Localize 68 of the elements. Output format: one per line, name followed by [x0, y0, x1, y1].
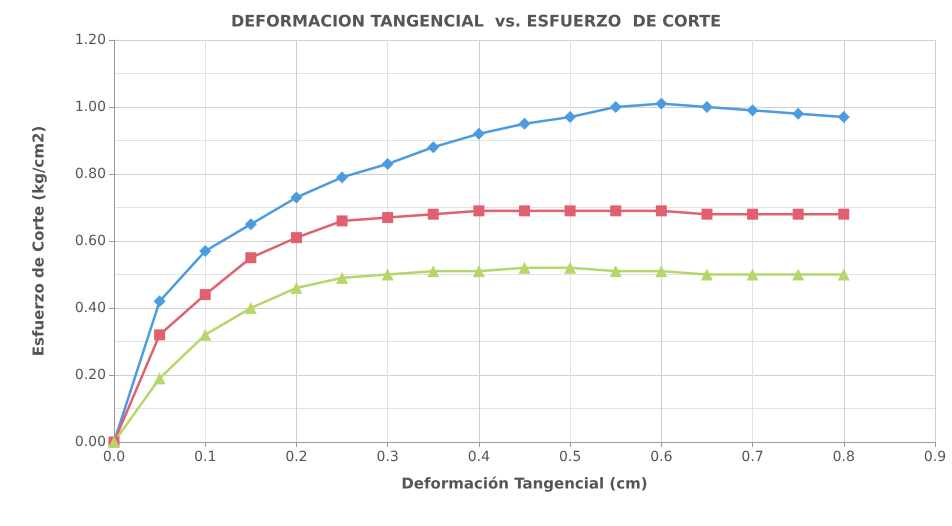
y-tick-label: 0.20: [74, 367, 106, 383]
chart-title: DEFORMACION TANGENCIAL vs. ESFUERZO DE CORTE: [230, 12, 722, 30]
point: [564, 111, 576, 124]
y-tick-label: 1.00: [74, 99, 106, 115]
point: [427, 265, 440, 278]
y-tick-label: 0.00: [74, 434, 106, 450]
point: [655, 98, 668, 110]
point: [428, 208, 439, 220]
y-tick-label: 0.80: [74, 166, 106, 182]
point: [701, 208, 712, 220]
point: [290, 282, 302, 294]
point: [518, 118, 530, 130]
point: [245, 252, 256, 264]
x-tick-label: 0.5: [558, 449, 582, 465]
point: [838, 268, 850, 280]
y-tick-label: 1.20: [74, 32, 106, 48]
point: [792, 108, 804, 120]
point: [154, 372, 166, 384]
point: [290, 232, 302, 244]
point: [792, 208, 804, 220]
point: [336, 215, 348, 226]
x-tick-label: 0.1: [194, 449, 216, 465]
x-tick-label: 0.8: [832, 449, 855, 465]
y-tick-label: 0.60: [74, 233, 106, 249]
point: [519, 205, 530, 216]
x-tick-label: 0.6: [650, 449, 673, 465]
x-tick-label: 0.9: [924, 449, 946, 465]
point: [746, 104, 759, 116]
point: [154, 329, 166, 340]
point: [472, 128, 485, 140]
point: [610, 265, 622, 278]
point: [655, 265, 668, 278]
point: [200, 289, 211, 300]
point: [244, 302, 257, 314]
point: [700, 268, 713, 280]
point: [610, 101, 622, 113]
point: [564, 262, 576, 274]
point: [838, 111, 850, 124]
point: [700, 101, 713, 113]
point: [792, 268, 804, 280]
point: [747, 208, 758, 220]
point: [473, 205, 484, 216]
point: [564, 205, 576, 216]
y-axis-title: Esfuerzo de Corte (kg/cm2): [30, 126, 48, 356]
point: [427, 141, 440, 154]
point: [290, 191, 302, 204]
x-tick-label: 0.0: [102, 449, 126, 465]
point: [610, 205, 622, 216]
y-tick-label: 0.40: [74, 300, 106, 316]
point: [199, 245, 212, 258]
point: [244, 218, 257, 230]
point: [154, 295, 166, 308]
point: [656, 205, 667, 216]
x-axis-title: Deformación Tangencial (cm): [401, 474, 648, 492]
x-tick-label: 0.2: [285, 449, 308, 465]
point: [382, 158, 394, 170]
point: [472, 265, 485, 278]
x-tick-label: 0.7: [741, 449, 764, 465]
x-tick-label: 0.4: [468, 449, 490, 465]
point: [336, 171, 348, 184]
x-tick-label: 0.3: [376, 449, 399, 465]
point: [382, 212, 394, 224]
point: [336, 272, 348, 284]
point: [199, 328, 212, 341]
point: [838, 208, 850, 220]
point: [382, 268, 394, 280]
point: [746, 268, 759, 280]
point: [518, 262, 530, 274]
